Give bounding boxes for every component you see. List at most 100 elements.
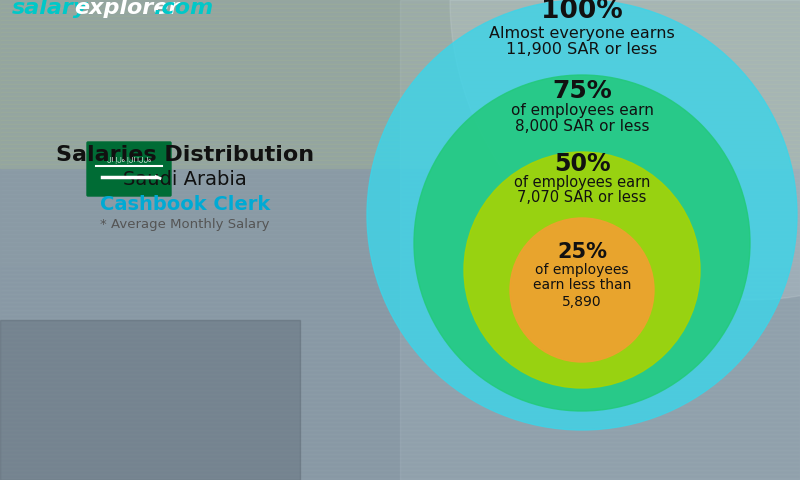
Text: 75%: 75% xyxy=(552,80,612,104)
Bar xyxy=(0,304,800,308)
Bar xyxy=(0,312,800,316)
Bar xyxy=(0,64,800,68)
Bar xyxy=(0,300,800,304)
Bar xyxy=(0,476,800,480)
Bar xyxy=(0,88,800,92)
Bar xyxy=(0,68,800,72)
Bar xyxy=(0,436,800,440)
Bar xyxy=(0,100,800,104)
Bar xyxy=(0,0,800,4)
Bar xyxy=(0,384,800,388)
Bar xyxy=(0,80,800,84)
Bar xyxy=(0,400,800,404)
Text: salary: salary xyxy=(12,0,88,18)
Bar xyxy=(0,188,800,192)
Bar xyxy=(400,0,800,480)
Bar xyxy=(0,264,800,268)
Bar xyxy=(0,420,800,424)
Bar xyxy=(0,352,800,356)
Bar xyxy=(0,24,800,28)
Text: 25%: 25% xyxy=(557,242,607,262)
Bar xyxy=(0,372,800,376)
Bar xyxy=(0,256,800,260)
Text: Cashbook Clerk: Cashbook Clerk xyxy=(100,195,270,214)
Text: of employees earn: of employees earn xyxy=(510,103,654,118)
Bar xyxy=(0,204,800,208)
Bar xyxy=(0,424,800,428)
Text: .com: .com xyxy=(154,0,214,18)
Bar xyxy=(0,60,800,64)
Circle shape xyxy=(414,75,750,411)
Bar xyxy=(0,364,800,368)
Bar xyxy=(0,328,800,332)
Text: 11,900 SAR or less: 11,900 SAR or less xyxy=(506,42,658,57)
Bar xyxy=(0,128,800,132)
Bar xyxy=(0,216,800,220)
Bar xyxy=(0,52,800,56)
Bar xyxy=(0,36,800,40)
Bar xyxy=(0,348,800,352)
Text: of employees: of employees xyxy=(535,263,629,277)
Bar xyxy=(0,92,800,96)
Bar xyxy=(0,340,800,344)
Bar xyxy=(0,440,800,444)
Bar xyxy=(0,12,800,16)
Bar xyxy=(0,148,800,152)
Bar xyxy=(0,192,800,196)
Bar xyxy=(0,320,300,480)
Bar xyxy=(0,296,800,300)
Bar xyxy=(0,176,800,180)
Text: * Average Monthly Salary: * Average Monthly Salary xyxy=(100,218,270,231)
Circle shape xyxy=(367,0,797,430)
Text: 100%: 100% xyxy=(541,0,623,24)
Bar xyxy=(0,248,800,252)
Bar xyxy=(0,180,800,184)
Bar xyxy=(0,292,800,296)
Bar xyxy=(0,428,800,432)
Bar xyxy=(0,280,800,284)
Bar xyxy=(0,208,800,212)
Bar xyxy=(0,28,800,32)
Bar xyxy=(0,156,800,160)
Bar xyxy=(0,468,800,472)
Text: Salaries Distribution: Salaries Distribution xyxy=(56,145,314,165)
Bar xyxy=(0,324,800,328)
Bar xyxy=(0,320,800,324)
Bar xyxy=(0,412,800,416)
Bar xyxy=(0,124,800,128)
Bar xyxy=(0,360,800,364)
Text: لا إله إلا الله: لا إله إلا الله xyxy=(107,156,151,163)
Circle shape xyxy=(510,218,654,362)
Bar xyxy=(0,196,800,200)
Bar xyxy=(0,416,800,420)
Bar xyxy=(0,336,800,340)
Bar xyxy=(0,236,800,240)
Bar xyxy=(0,220,800,224)
Bar xyxy=(0,356,800,360)
Bar xyxy=(0,72,800,76)
Bar xyxy=(0,376,800,380)
Bar xyxy=(0,464,800,468)
Bar xyxy=(0,136,800,140)
Bar xyxy=(0,32,800,36)
Text: 5,890: 5,890 xyxy=(562,295,602,309)
Bar xyxy=(0,432,800,436)
Circle shape xyxy=(464,152,700,388)
Bar xyxy=(0,228,800,232)
Bar xyxy=(0,44,800,48)
Bar xyxy=(0,16,800,20)
Bar xyxy=(0,76,800,80)
Bar xyxy=(0,404,800,408)
Wedge shape xyxy=(450,0,800,300)
Bar xyxy=(0,452,800,456)
Bar xyxy=(0,456,800,460)
Bar xyxy=(0,40,800,44)
Bar xyxy=(0,224,800,228)
Text: 50%: 50% xyxy=(554,152,610,176)
Bar xyxy=(0,388,800,392)
Bar xyxy=(0,344,800,348)
Bar xyxy=(0,444,800,448)
Bar xyxy=(0,332,800,336)
Bar xyxy=(0,112,800,116)
Bar xyxy=(0,288,800,292)
